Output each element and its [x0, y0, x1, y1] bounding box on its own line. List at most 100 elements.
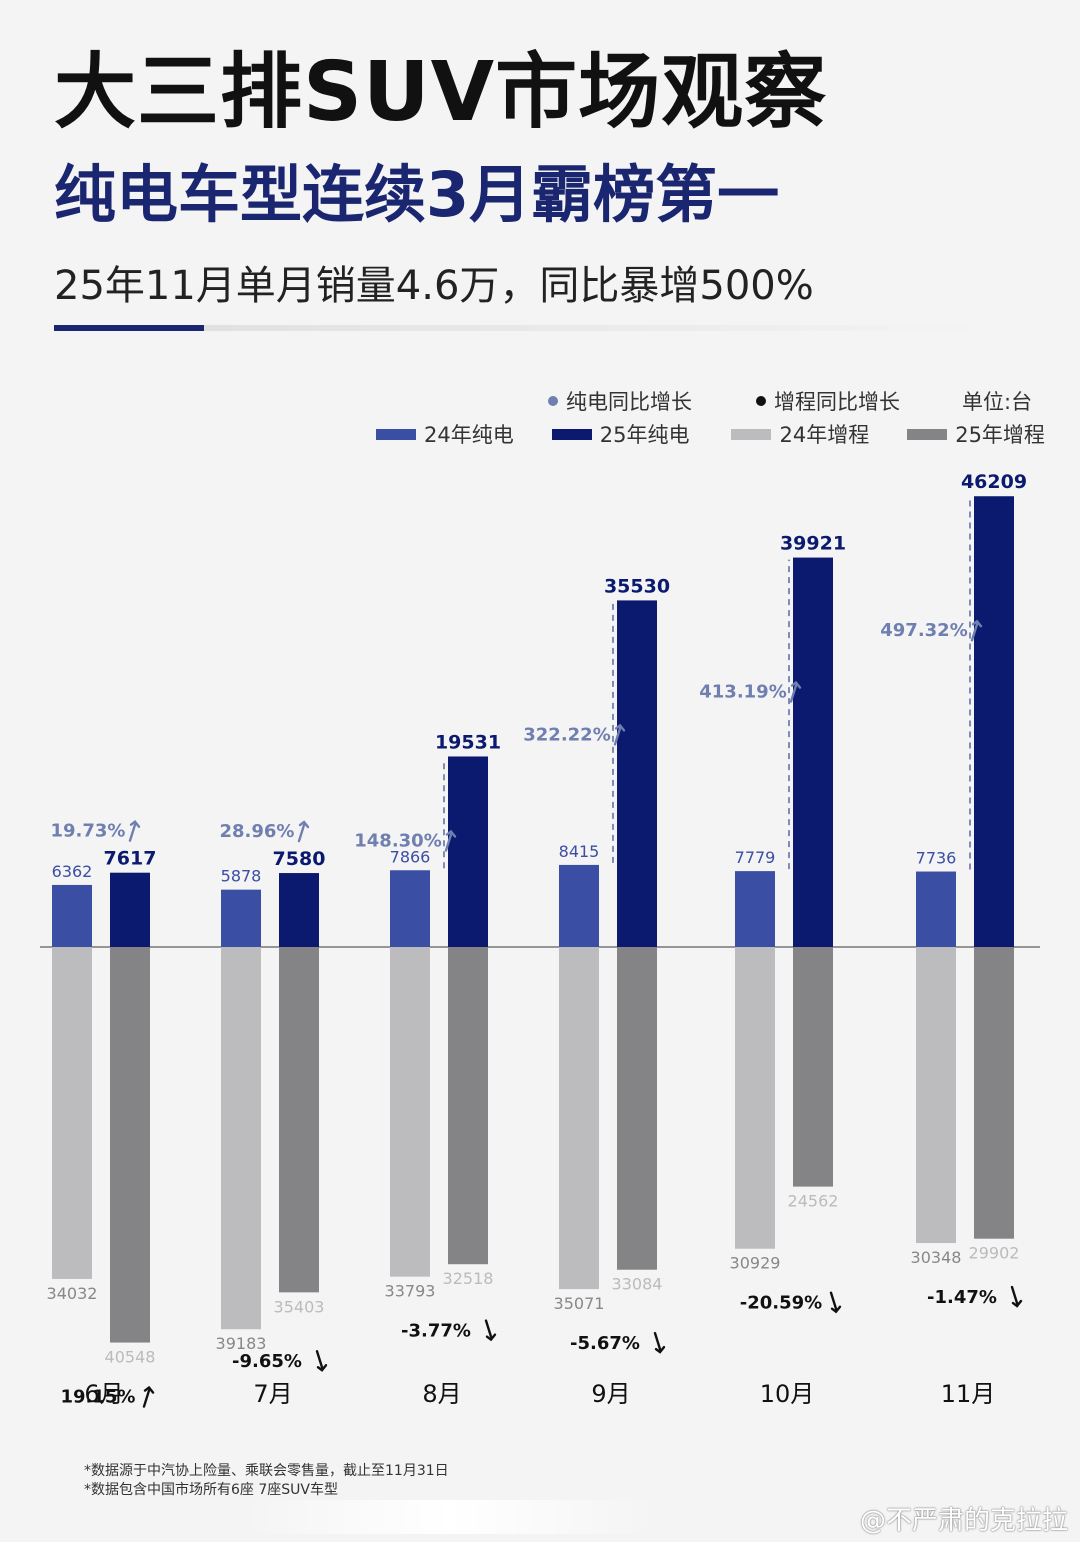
ev-growth-label: 28.96%: [220, 821, 295, 842]
category-label: 11月: [941, 1380, 996, 1408]
erev-growth-down-arrow-icon: [315, 1350, 328, 1372]
legend-ev24-label: 24年纯电: [424, 423, 514, 447]
label-ev25: 46209: [961, 471, 1027, 493]
label-erev24: 30929: [730, 1254, 781, 1273]
legend-growth-row: 纯电同比增长 增程同比增长 单位:台: [548, 386, 1032, 416]
erev-growth-label: -1.47%: [927, 1287, 997, 1308]
bar-erev24: [735, 947, 775, 1249]
erev25-swatch-icon: [907, 428, 948, 440]
erev-growth-label: -5.67%: [570, 1333, 640, 1354]
bar-ev25: [448, 756, 488, 947]
erev-growth-label: 19.15%: [61, 1387, 136, 1408]
label-erev24: 30348: [911, 1248, 962, 1267]
legend-ev24: 24年纯电: [376, 419, 514, 449]
footnote-source: *数据源于中汽协上险量、乘联会零售量，截止至11月31日: [84, 1463, 449, 1479]
label-erev24: 35071: [554, 1294, 605, 1313]
category-label: 6月: [84, 1380, 123, 1408]
bar-erev25: [793, 947, 833, 1187]
label-ev24: 7736: [916, 849, 957, 868]
chart-title: 大三排SUV市场观察: [54, 45, 828, 140]
erev24-swatch-icon: [731, 428, 772, 440]
divider: [54, 325, 994, 331]
watermark-fade: [240, 1500, 660, 1534]
label-ev25: 35530: [604, 575, 670, 597]
erev-growth-down-arrow-icon: [1010, 1285, 1023, 1308]
label-ev24: 6362: [52, 862, 93, 881]
legend-ev25-label: 25年纯电: [599, 423, 690, 447]
category-label: 10月: [760, 1380, 815, 1408]
footnote-scope: *数据包含中国市场所有6座 7座SUV车型: [84, 1482, 338, 1498]
label-erev25: 24562: [788, 1192, 839, 1211]
chart-subtitle: 纯电车型连续3月霸榜第一: [54, 158, 780, 231]
ev-growth-label: 148.30%: [354, 830, 442, 851]
bar-ev25: [974, 496, 1014, 947]
label-erev24: 33793: [385, 1282, 436, 1301]
erev-growth-label: -20.59%: [740, 1293, 822, 1314]
ev-growth-dot-icon: [548, 396, 558, 406]
bar-ev25: [793, 557, 833, 947]
ev-growth-up-arrow-icon: [444, 829, 457, 852]
label-ev24: 8415: [559, 842, 600, 861]
label-ev25: 7617: [104, 848, 157, 870]
sales-bar-chart: 6362 7617 34032 40548 19.73% 19.15%6月 5878 7580…: [40, 471, 1040, 1408]
ev-growth-up-arrow-icon: [297, 820, 310, 843]
category-label: 8月: [422, 1380, 461, 1408]
bar-ev24: [221, 889, 261, 947]
label-ev24: 7866: [390, 847, 431, 866]
label-erev25: 40548: [105, 1348, 156, 1367]
legend-erev25: 25年增程: [907, 419, 1045, 449]
legend-erev-growth-label: 增程同比增长: [774, 390, 900, 414]
ev-growth-label: 322.22%: [523, 724, 611, 745]
erev-growth-dot-icon: [756, 396, 766, 406]
bar-ev25: [110, 872, 150, 947]
label-ev24: 5878: [221, 867, 262, 886]
label-ev24: 7779: [735, 848, 776, 867]
bar-erev25: [110, 947, 150, 1343]
label-erev25: 33084: [612, 1275, 663, 1294]
bar-erev24: [916, 947, 956, 1244]
ev-growth-up-arrow-icon: [970, 619, 983, 642]
legend-erev24-label: 24年增程: [779, 423, 870, 447]
bar-ev24: [52, 884, 92, 947]
erev-growth-label: -3.77%: [401, 1321, 471, 1342]
ev24-swatch-icon: [376, 428, 416, 440]
ev-growth-up-arrow-icon: [128, 820, 141, 842]
category-label: 9月: [591, 1380, 630, 1408]
bar-erev25: [617, 947, 657, 1270]
label-erev25: 32518: [443, 1269, 494, 1288]
legend-ev-growth-label: 纯电同比增长: [566, 390, 692, 414]
unit-label: 单位:台: [962, 390, 1033, 414]
legend-erev24: 24年增程: [731, 419, 869, 449]
erev-growth-up-arrow-icon: [142, 1385, 155, 1408]
ev-growth-label: 413.19%: [699, 682, 787, 703]
erev-growth-down-arrow-icon: [829, 1291, 842, 1314]
bar-erev25: [279, 947, 319, 1293]
legend-ev-growth: 纯电同比增长: [548, 386, 692, 416]
label-erev24: 39183: [216, 1334, 267, 1353]
bar-ev24: [559, 864, 599, 947]
label-ev25: 7580: [273, 848, 326, 870]
ev25-swatch-icon: [551, 428, 592, 440]
bar-ev24: [916, 871, 956, 947]
headline: 25年11月单月销量4.6万，同比暴增500%: [54, 263, 814, 309]
erev-growth-down-arrow-icon: [484, 1319, 497, 1342]
ev-growth-up-arrow-icon: [613, 723, 626, 746]
label-erev24: 34032: [47, 1284, 98, 1303]
bar-ev24: [735, 871, 775, 947]
bar-ev25: [617, 600, 657, 947]
bar-erev24: [390, 947, 430, 1277]
label-erev25: 29902: [969, 1244, 1020, 1263]
ev-growth-up-arrow-icon: [789, 680, 802, 703]
ev-growth-label: 19.73%: [51, 821, 126, 842]
ev-growth-label: 497.32%: [880, 620, 968, 641]
bar-erev24: [221, 947, 261, 1330]
watermark: @不严肃的克拉拉: [859, 1506, 1068, 1536]
bar-erev25: [448, 947, 488, 1265]
legend-ev25: 25年纯电: [551, 419, 690, 449]
bar-ev24: [390, 870, 430, 947]
label-ev25: 39921: [780, 533, 846, 555]
category-label: 7月: [253, 1380, 292, 1408]
erev-growth-down-arrow-icon: [653, 1331, 666, 1354]
bar-erev25: [974, 947, 1014, 1239]
legend-erev25-label: 25年增程: [955, 423, 1045, 447]
